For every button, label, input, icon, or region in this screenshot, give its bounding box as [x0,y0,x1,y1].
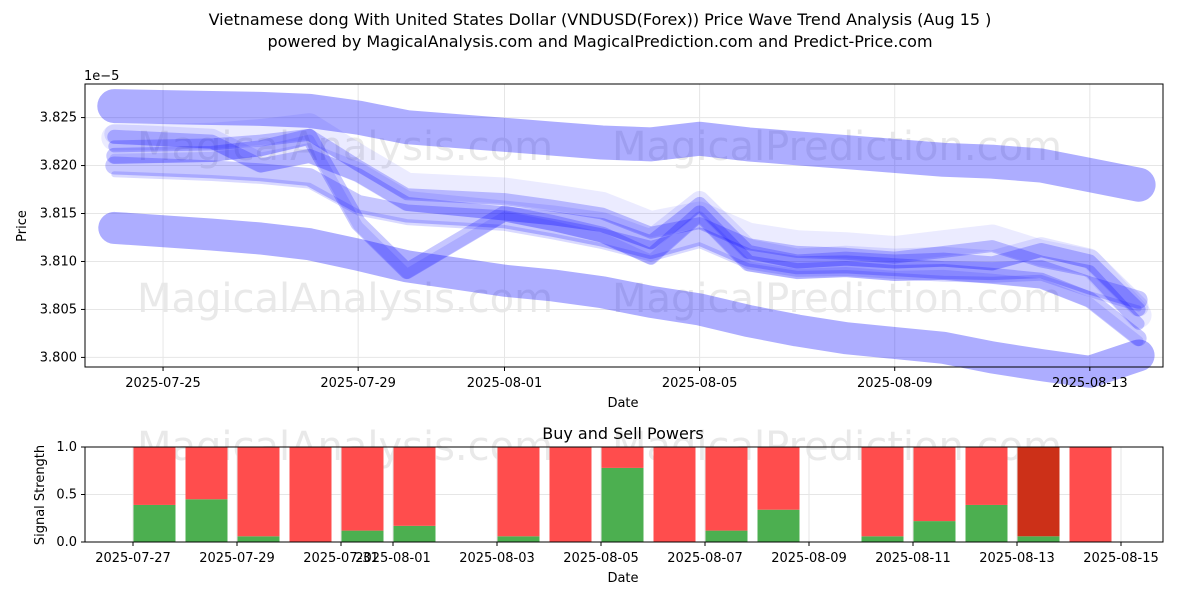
signal-x-tick-label: 2025-08-15 [1083,551,1159,566]
signal-x-tick-label: 2025-08-13 [979,551,1055,566]
buy-power-bar [1017,536,1060,542]
wave-band-line [97,89,1156,202]
y-offset-label: 1e−5 [84,69,119,84]
signal-y-tick-label: 0.0 [56,535,77,550]
price-plot-frame [84,83,1164,368]
watermark-text: MagicalAnalysis.com [137,276,553,322]
wave-band-line [104,123,1149,317]
buy-power-bar [757,509,800,542]
sell-power-bar [341,447,384,531]
signal-x-tick-label: 2025-08-03 [459,551,535,566]
wave-band-line [107,129,1146,317]
sell-power-bar [237,447,280,537]
y-tick-label: 3.825 [40,111,77,126]
sell-power-bar [861,447,904,537]
sell-power-bar [601,447,644,468]
watermark-text: MagicalPrediction.com [612,124,1062,170]
y-tick-label: 3.820 [40,159,77,174]
x-tick-label: 2025-08-09 [857,376,933,391]
chart-subtitle: powered by MagicalAnalysis.com and Magic… [267,32,933,51]
buy-power-bar [393,525,436,542]
wave-band-line [101,113,1152,329]
signal-x-tick-label: 2025-08-05 [563,551,639,566]
buy-power-bar [965,504,1008,542]
signal-y-axis-label: Signal Strength [33,445,48,545]
buy-power-bar [913,521,956,542]
x-tick-label: 2025-08-05 [662,376,738,391]
sell-power-bar [133,447,176,505]
buy-power-bar [861,536,904,542]
sell-power-bar [549,447,592,542]
signal-y-tick-label: 1.0 [56,440,77,455]
watermark-text: MagicalPrediction.com [612,276,1062,322]
wave-band-line [98,211,1155,388]
signal-x-tick-label: 2025-08-09 [771,551,847,566]
signal-x-tick-label: 2025-08-07 [667,551,743,566]
sell-power-bar [1069,447,1112,542]
buy-power-bar [185,499,228,542]
sell-power-bar [705,447,748,531]
signal-chart-title: Buy and Sell Powers [542,424,704,443]
signal-x-tick-label: 2025-08-11 [875,551,951,566]
y-tick-label: 3.815 [40,207,77,222]
x-tick-label: 2025-08-01 [467,376,543,391]
buy-power-bar [601,467,644,542]
sell-power-bar [653,447,696,542]
chart-title: Vietnamese dong With United States Dolla… [208,10,992,29]
watermark-text: MagicalAnalysis.com [137,124,553,170]
signal-x-tick-label: 2025-07-31 [303,551,379,566]
x-tick-label: 2025-07-29 [320,376,396,391]
wave-band-line [106,128,1147,347]
sell-power-bar [497,447,540,537]
price-x-axis-label: Date [607,396,638,411]
sell-power-bar [1017,447,1060,537]
sell-power-bar [913,447,956,522]
wave-band-line [108,128,1145,330]
sell-power-bar [289,447,332,542]
signal-x-tick-label: 2025-07-29 [199,551,275,566]
buy-power-bar [341,530,384,542]
y-tick-label: 3.800 [40,350,77,365]
wave-band-line [105,156,1148,309]
buy-power-bar [705,530,748,542]
signal-x-axis-label: Date [607,571,638,586]
buy-power-bar [133,504,176,542]
y-tick-label: 3.805 [40,302,77,317]
wave-band-line [109,134,1144,347]
sell-power-bar [393,447,436,526]
x-tick-label: 2025-08-13 [1052,376,1128,391]
wave-band-line [111,171,1142,312]
sell-power-bar [965,447,1008,505]
buy-power-bar [497,536,540,542]
sell-power-bar [185,447,228,500]
x-tick-label: 2025-07-25 [125,376,201,391]
y-tick-label: 3.810 [40,254,77,269]
buy-power-bar [237,536,280,542]
sell-power-bar [757,447,800,510]
signal-x-tick-label: 2025-07-27 [95,551,171,566]
price-y-axis-label: Price [15,210,30,242]
signal-x-tick-label: 2025-08-01 [355,551,431,566]
signal-y-tick-label: 0.5 [56,488,77,503]
